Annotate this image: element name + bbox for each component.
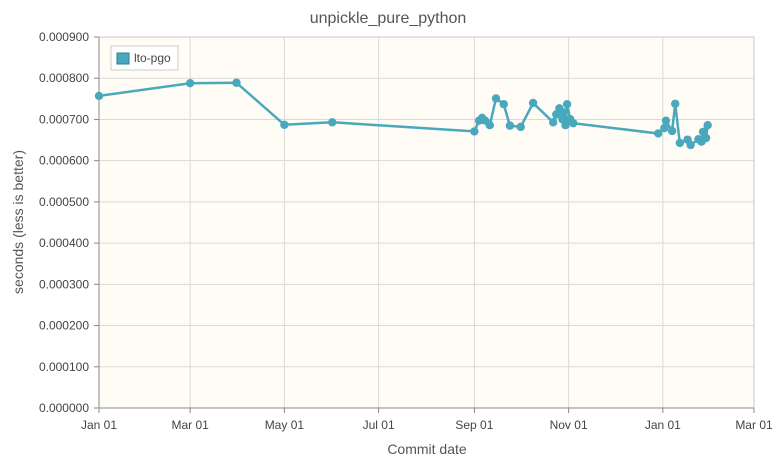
x-tick-label: Jan 01 (645, 418, 681, 432)
data-point[interactable] (94, 91, 104, 101)
x-tick-label: Jan 01 (81, 418, 117, 432)
x-tick-label: Sep 01 (455, 418, 493, 432)
data-point[interactable] (470, 127, 479, 136)
y-tick-label: 0.000300 (39, 277, 89, 291)
data-point[interactable] (328, 118, 337, 127)
data-point[interactable] (661, 116, 671, 125)
chart-title: unpickle_pure_python (310, 10, 467, 27)
y-tick-label: 0.000000 (39, 401, 89, 415)
data-point[interactable] (505, 121, 515, 130)
x-tick-label: Mar 01 (735, 418, 773, 432)
data-point[interactable] (686, 140, 695, 150)
y-tick-label: 0.000600 (39, 154, 89, 168)
y-axis-label: seconds (less is better) (10, 150, 26, 294)
x-tick-label: Mar 01 (171, 418, 209, 432)
data-point[interactable] (569, 118, 578, 128)
y-tick-label: 0.000500 (39, 195, 89, 209)
y-tick-label: 0.000900 (39, 30, 89, 44)
data-point[interactable] (485, 121, 495, 130)
y-tick-labels: 0.000000 0.000100 0.000200 0.000300 0.000400… (39, 30, 89, 415)
x-tick-label: Jul 01 (363, 418, 395, 432)
data-point[interactable] (667, 126, 677, 136)
data-point[interactable] (548, 118, 558, 127)
series-layer (94, 78, 712, 150)
legend-label[interactable]: lto-pgo (134, 51, 171, 65)
x-tick-label: Nov 01 (550, 418, 588, 432)
data-point[interactable] (562, 99, 572, 109)
x-axis-label: Commit date (387, 441, 467, 457)
x-tick-label: May 01 (265, 418, 305, 432)
data-point[interactable] (528, 98, 538, 108)
x-tick-labels: Jan 01 Mar 01 May 01 Jul 01 Sep 01 Nov 01 Jan … (81, 418, 773, 432)
legend: lto-pgo (110, 45, 179, 71)
y-tick-label: 0.000100 (39, 360, 89, 374)
data-point[interactable] (703, 121, 712, 130)
y-tick-label: 0.000800 (39, 71, 89, 85)
y-tick-label: 0.000200 (39, 319, 89, 333)
data-point[interactable] (561, 121, 570, 130)
data-point[interactable] (280, 120, 289, 130)
data-point[interactable] (701, 133, 711, 143)
data-point[interactable] (516, 122, 525, 132)
data-point[interactable] (552, 110, 561, 119)
data-point[interactable] (654, 129, 663, 138)
data-point[interactable] (499, 99, 508, 109)
data-point[interactable] (675, 138, 685, 148)
data-point[interactable] (671, 99, 680, 108)
legend-swatch (116, 52, 130, 65)
data-point[interactable] (698, 127, 708, 137)
y-tick-label: 0.000400 (39, 236, 89, 250)
y-tick-label: 0.000700 (39, 112, 89, 126)
plot-area (99, 37, 754, 408)
data-point[interactable] (559, 108, 569, 117)
data-point[interactable] (185, 78, 195, 88)
data-point[interactable] (232, 78, 241, 87)
data-point[interactable] (491, 94, 501, 103)
data-point[interactable] (660, 123, 669, 133)
